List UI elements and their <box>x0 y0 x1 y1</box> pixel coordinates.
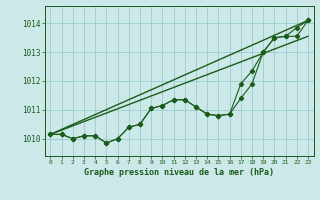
X-axis label: Graphe pression niveau de la mer (hPa): Graphe pression niveau de la mer (hPa) <box>84 168 274 177</box>
